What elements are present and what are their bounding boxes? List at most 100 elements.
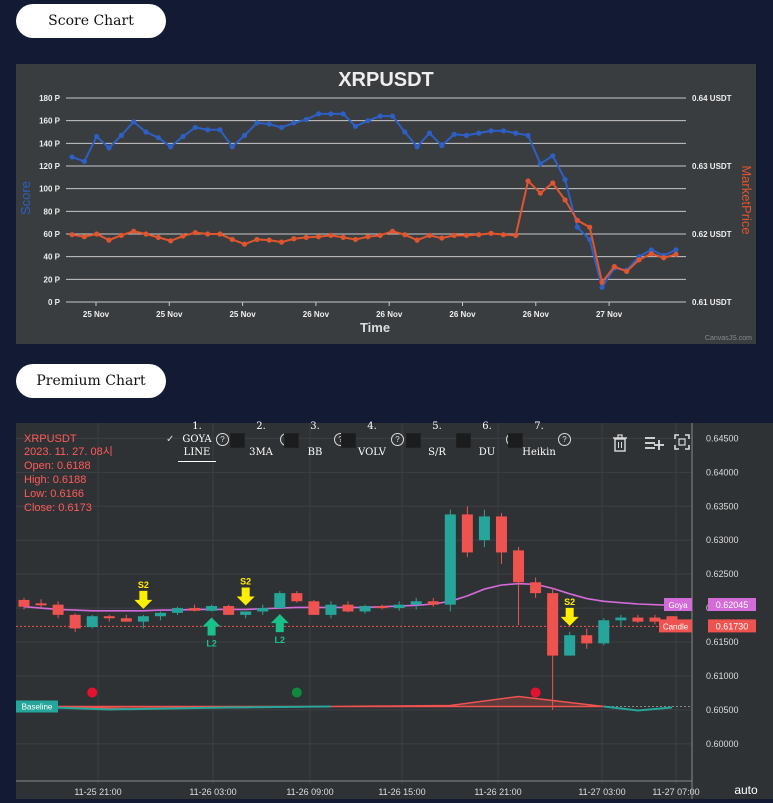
- watermark: CanvasJS.com: [705, 335, 752, 342]
- data-point: [500, 232, 507, 238]
- candle-body: [325, 604, 337, 615]
- premium-chart: 0.64500 0.64000 0.63500 0.63000 0.62500 0.620…: [16, 420, 773, 799]
- candle-body: [342, 604, 354, 612]
- data-point: [303, 234, 309, 240]
- indicator-checkbox-6[interactable]: [456, 433, 471, 448]
- trash-icon[interactable]: [612, 434, 628, 452]
- data-point: [303, 116, 309, 123]
- data-point: [624, 268, 630, 274]
- data-point: [155, 135, 161, 141]
- indicator-checkbox-7[interactable]: [508, 433, 523, 448]
- indicator-number: 7.: [534, 421, 544, 432]
- candle-body: [564, 635, 576, 656]
- data-point: [81, 234, 87, 240]
- sell-signal-arrow: [236, 587, 255, 606]
- data-point: [192, 124, 198, 131]
- candle-body: [223, 606, 235, 615]
- series-line-score: [71, 112, 677, 290]
- data-point: [217, 231, 223, 237]
- data-point: [402, 129, 408, 135]
- x-tick-label: 26 Nov: [303, 310, 330, 319]
- data-point: [69, 154, 75, 160]
- y-tick-label: 0.64500: [706, 433, 739, 443]
- data-point: [463, 232, 470, 238]
- score-chart-title: Score Chart: [16, 4, 166, 38]
- data-point: [537, 161, 544, 167]
- add-indicator-icon[interactable]: [644, 435, 664, 451]
- help-icon[interactable]: ?: [558, 433, 571, 446]
- data-point: [352, 236, 359, 243]
- candle-body: [52, 604, 64, 615]
- data-point: [143, 231, 149, 237]
- indicator-checkbox-1[interactable]: ✓: [166, 434, 175, 445]
- data-point: [180, 233, 186, 239]
- indicator-name: GOYA LINE: [178, 433, 216, 462]
- indicator-label-2[interactable]: 2. 3MA: [242, 420, 280, 459]
- signal-dot: [87, 687, 98, 698]
- indicator-label-7[interactable]: 7. Heikin: [520, 420, 558, 459]
- y-left-axis-title: Score: [18, 181, 33, 215]
- data-point: [414, 237, 420, 243]
- data-point: [673, 247, 679, 253]
- y-left-tick-label: 120 P: [39, 162, 61, 171]
- indicator-label-1[interactable]: 1. GOYA LINE: [178, 420, 216, 462]
- indicator-number: 4.: [367, 421, 377, 432]
- data-point: [365, 234, 371, 240]
- y-right-tick-label: 0.62 USDT: [692, 230, 732, 239]
- buy-signal-label: L2: [206, 638, 217, 648]
- data-point: [340, 111, 346, 117]
- x-tick-label: 11-26 09:00: [286, 787, 333, 797]
- help-icon[interactable]: ?: [216, 433, 229, 446]
- y-left-tick-label: 180 P: [39, 94, 61, 103]
- indicator-label-6[interactable]: 6. DU: [468, 420, 506, 459]
- indicator-label-4[interactable]: 4. VOLV: [353, 420, 391, 459]
- data-point: [192, 230, 198, 236]
- y-tick-label: 0.64000: [706, 467, 739, 477]
- sell-signal-label: S2: [240, 576, 251, 586]
- data-point: [648, 251, 654, 257]
- buy-signal-label: L2: [275, 635, 286, 645]
- ohlc-high: High: 0.6188: [24, 474, 87, 486]
- indicator-checkbox-4[interactable]: [341, 433, 356, 448]
- data-point: [106, 237, 112, 243]
- candle-body: [86, 616, 98, 628]
- fullscreen-icon[interactable]: [674, 434, 690, 450]
- data-point: [414, 144, 420, 150]
- candle-body: [376, 606, 388, 609]
- candle-body: [410, 601, 422, 605]
- indicator-checkbox-5[interactable]: [406, 433, 421, 448]
- candle-label-tag: [659, 619, 692, 633]
- candle-body: [513, 550, 525, 583]
- candle-body: [461, 514, 473, 553]
- candle-price-tag: [708, 619, 756, 633]
- candle-body: [206, 606, 218, 611]
- candle-body: [478, 516, 490, 541]
- data-point: [636, 257, 642, 263]
- indicator-checkbox-2[interactable]: [230, 433, 245, 448]
- data-point: [587, 237, 593, 243]
- data-point: [611, 264, 617, 270]
- y-left-tick-label: 40 P: [44, 253, 61, 262]
- data-point: [291, 120, 297, 126]
- indicator-checkbox-3[interactable]: [284, 433, 299, 448]
- auto-scale-label: auto: [734, 783, 758, 797]
- ohlc-low: Low: 0.6166: [24, 488, 84, 500]
- candle-body: [274, 593, 286, 609]
- help-icon[interactable]: ?: [391, 433, 404, 446]
- data-point: [143, 129, 149, 135]
- candle-body: [649, 617, 661, 622]
- goya-price-tag: [708, 598, 756, 612]
- data-point: [241, 132, 248, 138]
- indicator-label-5[interactable]: 5. S/R: [418, 420, 456, 459]
- data-point: [266, 121, 272, 127]
- data-point: [476, 130, 482, 136]
- y-right-tick-label: 0.61 USDT: [692, 298, 732, 307]
- baseline-discount-line: [23, 705, 673, 712]
- signal-dot: [530, 687, 541, 698]
- data-point: [525, 178, 531, 184]
- indicator-label-3[interactable]: 3. BB: [296, 420, 334, 459]
- indicator-name: BB: [307, 447, 323, 458]
- y-left-tick-label: 140 P: [39, 139, 61, 148]
- candle-body: [427, 601, 439, 605]
- baseline-tag: [16, 700, 58, 713]
